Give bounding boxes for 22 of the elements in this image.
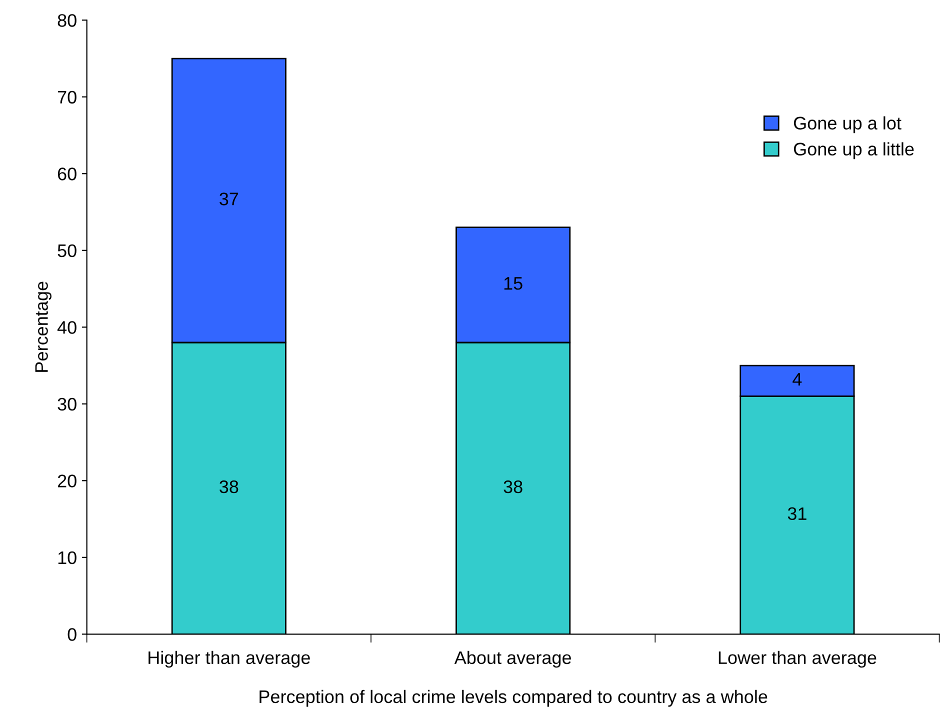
legend-label: Gone up a lot (794, 116, 902, 134)
y-tick-label: 10 (58, 551, 76, 564)
data-label: 4 (792, 373, 802, 386)
y-tick-label: 30 (58, 398, 76, 411)
x-axis-title: Perception of local crime levels compared to country as a whole (260, 690, 768, 707)
y-tick-label: 40 (57, 321, 76, 334)
y-axis-title: Percentage (35, 282, 52, 372)
y-tick-label: 70 (58, 90, 76, 104)
x-tick-label: About average (454, 650, 571, 668)
y-tick-label: 0 (68, 628, 76, 641)
y-tick-label: 20 (58, 474, 76, 488)
y-tick-label: 60 (58, 168, 76, 180)
data-label: 38 (220, 480, 238, 494)
x-tick-label: Higher than average (148, 650, 310, 668)
data-label: 31 (788, 507, 806, 520)
x-tick-label: Lower than average (718, 650, 876, 668)
data-label: 37 (220, 192, 238, 206)
y-tick-label: 80 (58, 14, 76, 27)
legend-label: Gone up a little (794, 142, 914, 160)
data-label: 38 (504, 480, 522, 494)
y-tick-label: 50 (58, 244, 76, 258)
data-label: 15 (504, 277, 522, 290)
